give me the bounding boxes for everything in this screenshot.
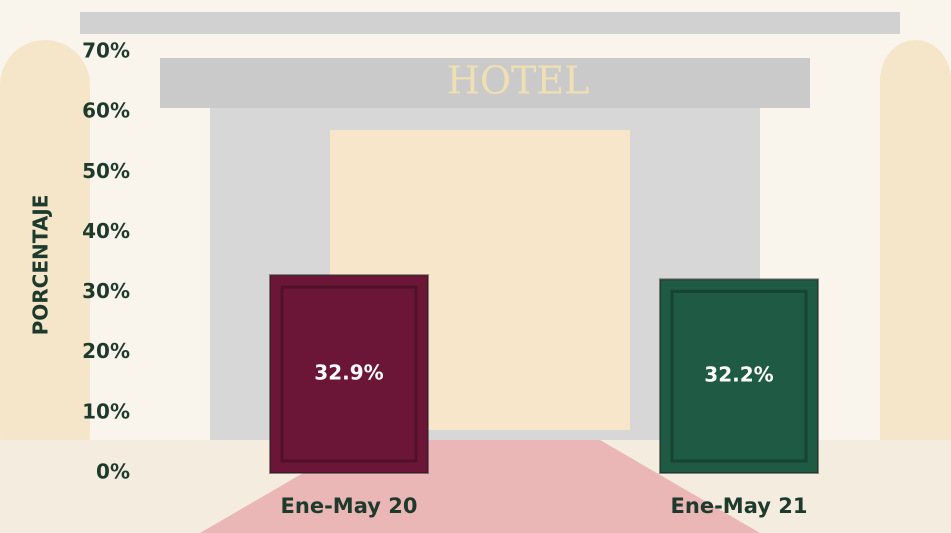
x-tick-label: Ene-May 21 bbox=[671, 494, 808, 518]
y-tick-label: 30% bbox=[82, 279, 130, 303]
y-tick-label: 20% bbox=[82, 339, 130, 363]
y-tick-label: 40% bbox=[82, 219, 130, 243]
y-tick-label: 50% bbox=[82, 159, 130, 183]
value-label: 32.9% bbox=[314, 361, 383, 385]
y-tick-label: 10% bbox=[82, 399, 130, 423]
sign-text: HOTEL bbox=[447, 59, 590, 103]
chart: HOTEL PORCENTAJE 0% 10% 20% 30% 40% 50% 60% 70%… bbox=[0, 0, 951, 533]
y-tick-label: 70% bbox=[82, 39, 130, 63]
roof bbox=[80, 12, 900, 34]
y-axis-label: PORCENTAJE bbox=[29, 195, 53, 336]
x-tick-label: Ene-May 20 bbox=[281, 494, 418, 518]
y-tick-label: 0% bbox=[96, 460, 130, 484]
arch-right bbox=[880, 40, 951, 480]
y-tick-label: 60% bbox=[82, 99, 130, 123]
value-label: 32.2% bbox=[704, 363, 773, 387]
